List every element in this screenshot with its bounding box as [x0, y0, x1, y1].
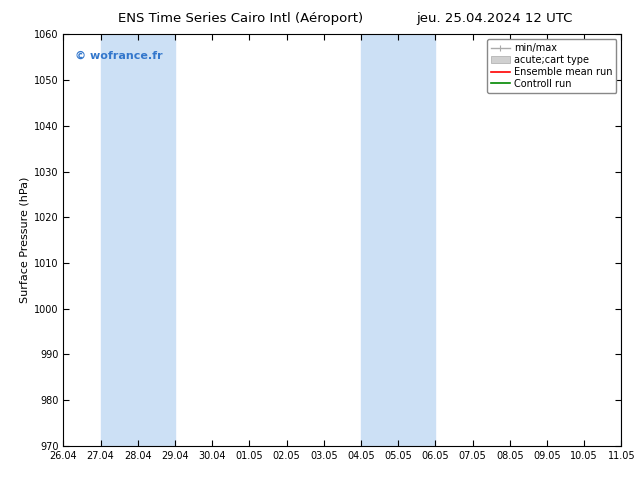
- Bar: [101, 34, 175, 446]
- Bar: [361, 34, 436, 446]
- Text: jeu. 25.04.2024 12 UTC: jeu. 25.04.2024 12 UTC: [417, 12, 573, 25]
- Legend: min/max, acute;cart type, Ensemble mean run, Controll run: min/max, acute;cart type, Ensemble mean …: [487, 39, 616, 93]
- Bar: [621, 34, 634, 446]
- Text: © wofrance.fr: © wofrance.fr: [75, 51, 162, 61]
- Text: ENS Time Series Cairo Intl (Aéroport): ENS Time Series Cairo Intl (Aéroport): [119, 12, 363, 25]
- Y-axis label: Surface Pressure (hPa): Surface Pressure (hPa): [20, 177, 30, 303]
